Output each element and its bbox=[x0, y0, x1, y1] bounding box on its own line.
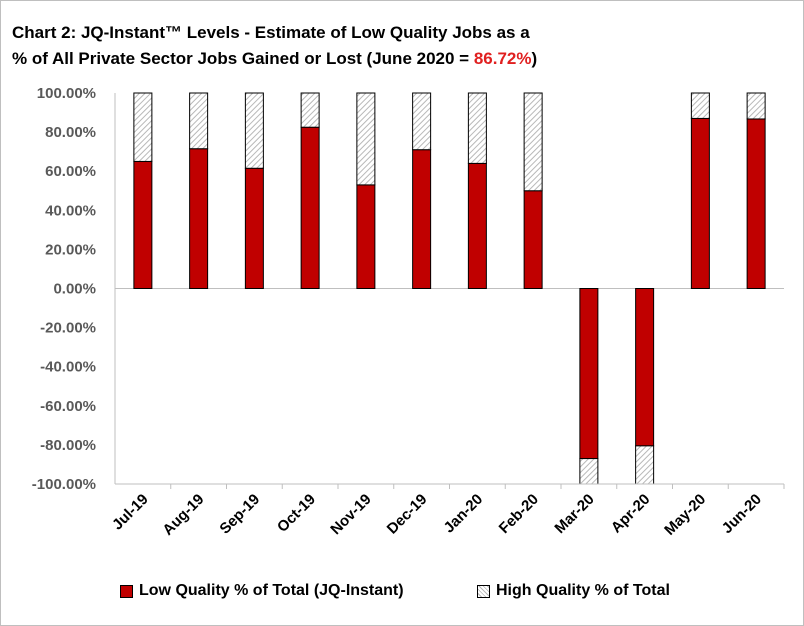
x-tick-label: May-20 bbox=[661, 491, 709, 539]
bar-high-quality bbox=[189, 92, 209, 150]
x-tick-label: Jul-19 bbox=[109, 491, 152, 534]
bar-high-quality bbox=[300, 92, 320, 128]
bar-low-quality bbox=[746, 118, 766, 289]
y-tick-label: -60.00% bbox=[40, 398, 96, 415]
y-tick-label: 20.00% bbox=[45, 241, 96, 258]
bar-low-quality bbox=[300, 126, 320, 290]
bar-high-quality bbox=[635, 445, 655, 485]
y-tick-label: -40.00% bbox=[40, 359, 96, 376]
bar-low-quality bbox=[133, 160, 153, 289]
bar-high-quality bbox=[467, 92, 487, 164]
bar-high-quality bbox=[356, 92, 376, 186]
legend-item-high: High Quality % of Total bbox=[477, 582, 670, 600]
x-tick-label: Apr-20 bbox=[608, 491, 654, 537]
chart-title-line2-prefix: % of All Private Sector Jobs Gained or L… bbox=[12, 49, 455, 68]
y-tick-label: 100.00% bbox=[37, 85, 96, 102]
chart-title-eq: = bbox=[454, 49, 474, 68]
bar-low-quality bbox=[412, 149, 432, 289]
x-tick-label: Oct-19 bbox=[274, 491, 319, 536]
x-axis: Jul-19 Aug-19 Sep-19 Oct-19 Nov-19 Dec-19 Jan-… bbox=[109, 483, 785, 539]
legend-swatch-low bbox=[120, 584, 133, 598]
legend-label-low: Low Quality % of Total (JQ-Instant) bbox=[139, 582, 404, 599]
bar-low-quality bbox=[356, 184, 376, 289]
x-tick-label: Aug-19 bbox=[159, 491, 207, 539]
y-axis: 100.00% 80.00% 60.00% 40.00% 20.00% 0.00% -20.… bbox=[32, 85, 784, 493]
bar-high-quality bbox=[579, 458, 599, 485]
bar-high-quality bbox=[523, 92, 543, 192]
bar-low-quality bbox=[523, 190, 543, 289]
bar-low-quality bbox=[635, 288, 655, 447]
y-tick-label: 40.00% bbox=[45, 202, 96, 219]
x-tick-label: Mar-20 bbox=[551, 491, 597, 537]
x-tick-label: Sep-19 bbox=[216, 491, 263, 538]
y-tick-label: -20.00% bbox=[40, 320, 96, 337]
y-tick-label: 0.00% bbox=[53, 281, 96, 298]
bar-low-quality bbox=[467, 162, 487, 290]
legend-swatch-high bbox=[477, 584, 490, 598]
y-tick-label: 60.00% bbox=[45, 163, 96, 180]
chart-title: Chart 2: JQ-Instant™ Levels - Estimate o… bbox=[12, 20, 712, 72]
bar-high-quality bbox=[690, 92, 710, 119]
chart-title-line2-suffix: ) bbox=[531, 49, 538, 68]
bars-group bbox=[133, 92, 766, 485]
x-tick-label: Jun-20 bbox=[719, 491, 765, 537]
legend-item-low: Low Quality % of Total (JQ-Instant) bbox=[120, 582, 404, 600]
chart-title-line1: Chart 2: JQ-Instant™ Levels - Estimate o… bbox=[12, 23, 530, 42]
bar-high-quality bbox=[244, 92, 264, 169]
y-tick-label: -100.00% bbox=[32, 476, 96, 493]
bar-high-quality bbox=[746, 92, 766, 120]
bar-low-quality bbox=[579, 288, 599, 460]
x-tick-label: Nov-19 bbox=[327, 491, 374, 538]
y-tick-label: 80.00% bbox=[45, 124, 96, 141]
chart-title-line2: % of All Private Sector Jobs Gained or L… bbox=[12, 46, 712, 72]
chart-title-highlight-value: 86.72% bbox=[473, 49, 532, 68]
x-tick-label: Dec-19 bbox=[384, 491, 431, 538]
bar-low-quality bbox=[189, 148, 209, 289]
x-tick-label: Jan-20 bbox=[441, 491, 487, 537]
x-tick-label: Feb-20 bbox=[496, 491, 542, 537]
bar-low-quality bbox=[244, 167, 264, 289]
bar-low-quality bbox=[690, 117, 710, 290]
bar-high-quality bbox=[133, 92, 153, 162]
y-tick-label: -80.00% bbox=[40, 437, 96, 454]
bar-high-quality bbox=[412, 92, 432, 151]
legend-label-high: High Quality % of Total bbox=[496, 582, 670, 599]
